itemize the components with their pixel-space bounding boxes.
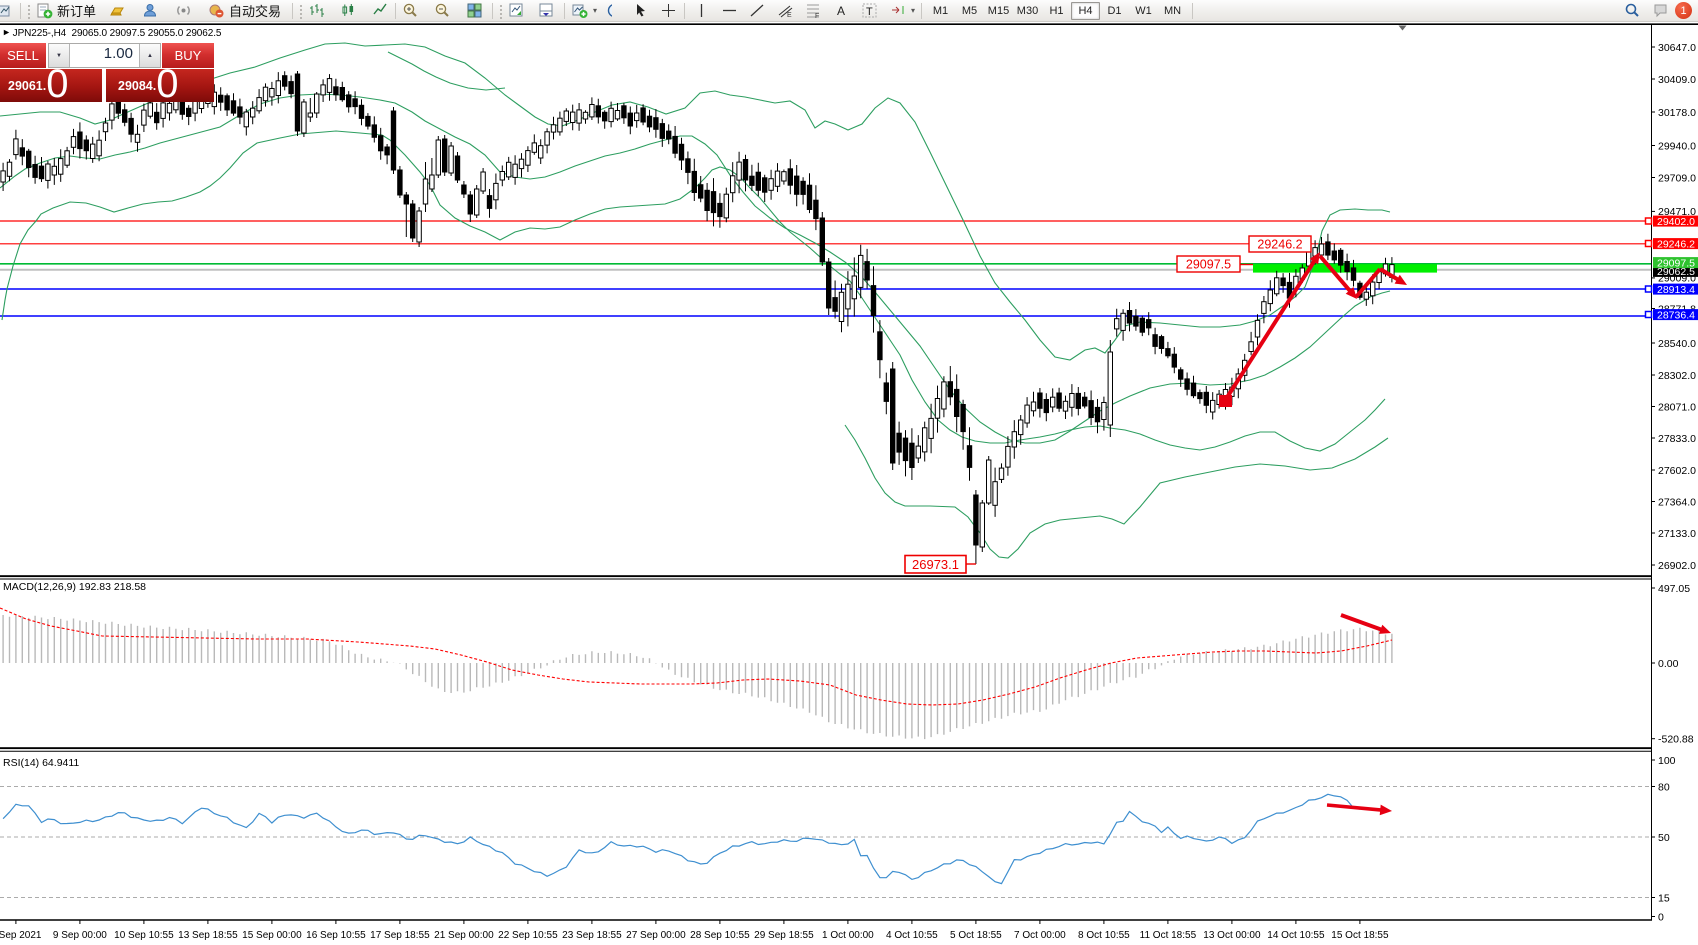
svg-text:4 Oct 10:55: 4 Oct 10:55	[886, 930, 938, 941]
svg-text:22 Sep 10:55: 22 Sep 10:55	[498, 930, 558, 941]
svg-text:29246.2: 29246.2	[1657, 238, 1695, 250]
svg-text:80: 80	[1658, 781, 1670, 793]
svg-text:1 Oct 00:00: 1 Oct 00:00	[822, 930, 874, 941]
svg-text:11 Oct 18:55: 11 Oct 18:55	[1140, 930, 1197, 941]
svg-text:30178.0: 30178.0	[1658, 107, 1696, 119]
svg-text:27833.0: 27833.0	[1658, 433, 1696, 445]
svg-text:A: A	[837, 4, 845, 18]
svg-text:29471.0: 29471.0	[1658, 206, 1696, 218]
svg-text:15: 15	[1658, 892, 1670, 904]
svg-text:29062.5: 29062.5	[1657, 266, 1695, 278]
svg-text:29709.0: 29709.0	[1658, 172, 1696, 184]
svg-text:15 Sep 00:00: 15 Sep 00:00	[242, 930, 302, 941]
svg-text:14 Oct 10:55: 14 Oct 10:55	[1267, 930, 1325, 941]
svg-text:27 Sep 00:00: 27 Sep 00:00	[626, 930, 686, 941]
svg-text:30409.0: 30409.0	[1658, 74, 1696, 86]
svg-text:100: 100	[1658, 755, 1676, 767]
svg-text:50: 50	[1658, 832, 1670, 844]
svg-text:RSI(14) 64.9411: RSI(14) 64.9411	[3, 757, 79, 769]
svg-text:29097.5: 29097.5	[1186, 258, 1231, 272]
svg-text:17 Sep 18:55: 17 Sep 18:55	[370, 930, 430, 941]
svg-text:0: 0	[1658, 911, 1664, 923]
svg-text:7 Oct 00:00: 7 Oct 00:00	[1014, 930, 1066, 941]
svg-text:13 Oct 00:00: 13 Oct 00:00	[1203, 930, 1261, 941]
svg-text:MACD(12,26,9) 192.83 218.58: MACD(12,26,9) 192.83 218.58	[3, 581, 146, 593]
svg-text:0.00: 0.00	[1658, 658, 1679, 670]
svg-text:28 Sep 10:55: 28 Sep 10:55	[690, 930, 750, 941]
svg-text:26902.0: 26902.0	[1658, 560, 1696, 572]
svg-text:15 Oct 18:55: 15 Oct 18:55	[1331, 930, 1389, 941]
svg-text:28540.0: 28540.0	[1658, 338, 1696, 350]
svg-text:29940.0: 29940.0	[1658, 140, 1696, 152]
svg-text:E: E	[787, 12, 792, 19]
svg-text:27364.0: 27364.0	[1658, 496, 1696, 508]
svg-text:8 Sep 2021: 8 Sep 2021	[0, 930, 42, 941]
svg-text:26973.1: 26973.1	[912, 557, 959, 572]
svg-text:9 Sep 00:00: 9 Sep 00:00	[53, 930, 107, 941]
svg-text:28302.0: 28302.0	[1658, 370, 1696, 382]
svg-text:10 Sep 10:55: 10 Sep 10:55	[114, 930, 174, 941]
svg-text:23 Sep 18:55: 23 Sep 18:55	[562, 930, 622, 941]
svg-text:30647.0: 30647.0	[1658, 42, 1696, 54]
svg-text:8 Oct 10:55: 8 Oct 10:55	[1078, 930, 1130, 941]
svg-text:28736.4: 28736.4	[1657, 309, 1695, 321]
svg-text:T: T	[866, 6, 873, 18]
svg-text:28071.0: 28071.0	[1658, 401, 1696, 413]
svg-text:27133.0: 27133.0	[1658, 528, 1696, 540]
svg-text:5 Oct 18:55: 5 Oct 18:55	[950, 930, 1002, 941]
svg-text:21 Sep 00:00: 21 Sep 00:00	[434, 930, 494, 941]
svg-text:16 Sep 10:55: 16 Sep 10:55	[306, 930, 366, 941]
svg-text:29246.2: 29246.2	[1257, 238, 1302, 252]
svg-text:13 Sep 18:55: 13 Sep 18:55	[178, 930, 238, 941]
svg-text:29402.0: 29402.0	[1657, 216, 1695, 228]
svg-text:497.05: 497.05	[1658, 583, 1690, 595]
svg-text:F: F	[815, 13, 819, 19]
svg-text:29097.5: 29097.5	[1657, 257, 1695, 269]
svg-text:28913.4: 28913.4	[1657, 284, 1695, 296]
svg-text:29 Sep 18:55: 29 Sep 18:55	[754, 930, 814, 941]
svg-text:27602.0: 27602.0	[1658, 465, 1696, 477]
svg-text:-520.88: -520.88	[1658, 734, 1694, 746]
